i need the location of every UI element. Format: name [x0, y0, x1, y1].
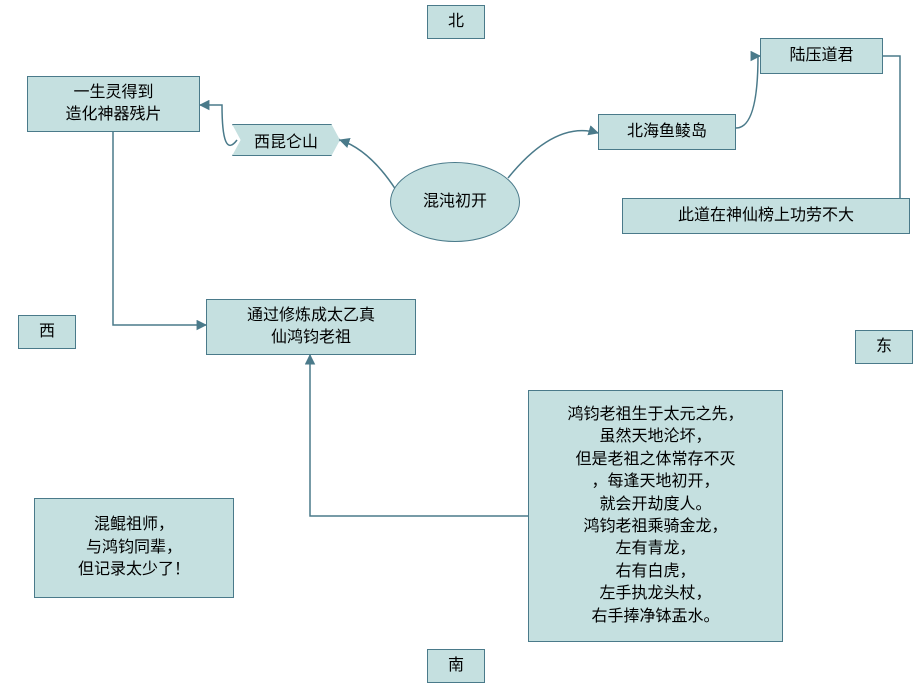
node-label-north: 北: [448, 11, 464, 33]
node-label-beihai: 北海鱼鲮岛: [627, 121, 707, 143]
node-hongjun: 通过修炼成太乙真 仙鸿钧老祖: [206, 299, 416, 355]
node-label-south: 南: [448, 655, 464, 677]
node-center: 混沌初开: [390, 162, 520, 242]
edge-1: [200, 105, 237, 145]
node-label-luya: 陆压道君: [789, 45, 853, 67]
node-west: 西: [18, 315, 76, 349]
edge-3: [736, 56, 760, 128]
node-story: 鸿钧老祖生于太元之先， 虽然天地沦坏， 但是老祖之体常存不灭 ，每逢天地初开， …: [528, 390, 783, 642]
node-hunkun: 混鲲祖师， 与鸿钧同辈， 但记录太少了！: [34, 498, 234, 598]
edge-2: [508, 131, 598, 178]
node-shard: 一生灵得到 造化神器残片: [27, 76, 200, 132]
node-north: 北: [427, 5, 485, 39]
node-label-hunkun: 混鲲祖师， 与鸿钧同辈， 但记录太少了！: [78, 514, 190, 581]
node-south: 南: [427, 649, 485, 683]
node-label-kunlun: 西昆仑山: [254, 128, 318, 152]
edge-5: [113, 132, 206, 325]
node-label-story: 鸿钧老祖生于太元之先， 虽然天地沦坏， 但是老祖之体常存不灭 ，每逢天地初开， …: [567, 404, 743, 628]
node-label-merit: 此道在神仙榜上功劳不大: [678, 205, 854, 227]
node-kunlun: 西昆仑山: [232, 124, 340, 156]
node-label-shard: 一生灵得到 造化神器残片: [65, 82, 161, 127]
edge-0: [340, 140, 396, 190]
node-label-center: 混沌初开: [423, 191, 487, 213]
node-merit: 此道在神仙榜上功劳不大: [622, 198, 910, 234]
node-label-west: 西: [39, 321, 55, 343]
node-east: 东: [855, 330, 913, 364]
node-label-hongjun: 通过修炼成太乙真 仙鸿钧老祖: [247, 305, 375, 350]
edge-4: [883, 56, 910, 216]
edge-6: [310, 355, 528, 516]
node-beihai: 北海鱼鲮岛: [598, 114, 736, 150]
node-luya: 陆压道君: [760, 38, 883, 74]
node-label-east: 东: [876, 336, 892, 358]
